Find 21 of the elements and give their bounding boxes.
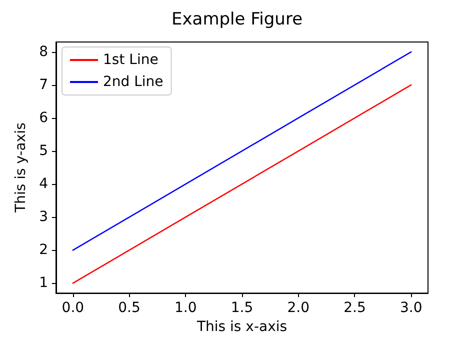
y-tick-label: 4 xyxy=(39,176,48,192)
y-tick-label: 8 xyxy=(39,44,48,60)
legend-label: 1st Line xyxy=(103,52,158,68)
y-tick-label: 5 xyxy=(39,143,48,160)
y-tick-label: 2 xyxy=(39,242,48,258)
line-series xyxy=(72,51,412,251)
x-tick-label: 2.5 xyxy=(344,300,366,316)
x-tick-label: 0.0 xyxy=(62,300,84,316)
x-tick-label: 3.0 xyxy=(400,300,422,316)
y-tick-label: 1 xyxy=(39,275,48,292)
legend-label: 2nd Line xyxy=(103,74,164,90)
y-tick-label: 6 xyxy=(39,110,48,126)
y-axis-title: This is y-axis xyxy=(13,122,30,214)
x-tick-label: 1.0 xyxy=(174,300,197,316)
chart-title: Example Figure xyxy=(171,10,303,30)
y-tick-label: 3 xyxy=(39,209,48,226)
x-tick-label: 1.5 xyxy=(230,300,254,316)
y-tick-label: 7 xyxy=(39,76,48,93)
x-tick-label: 2.0 xyxy=(287,300,310,316)
x-tick-label: 0.5 xyxy=(118,300,140,316)
x-axis-title: This is x-axis xyxy=(196,319,288,335)
